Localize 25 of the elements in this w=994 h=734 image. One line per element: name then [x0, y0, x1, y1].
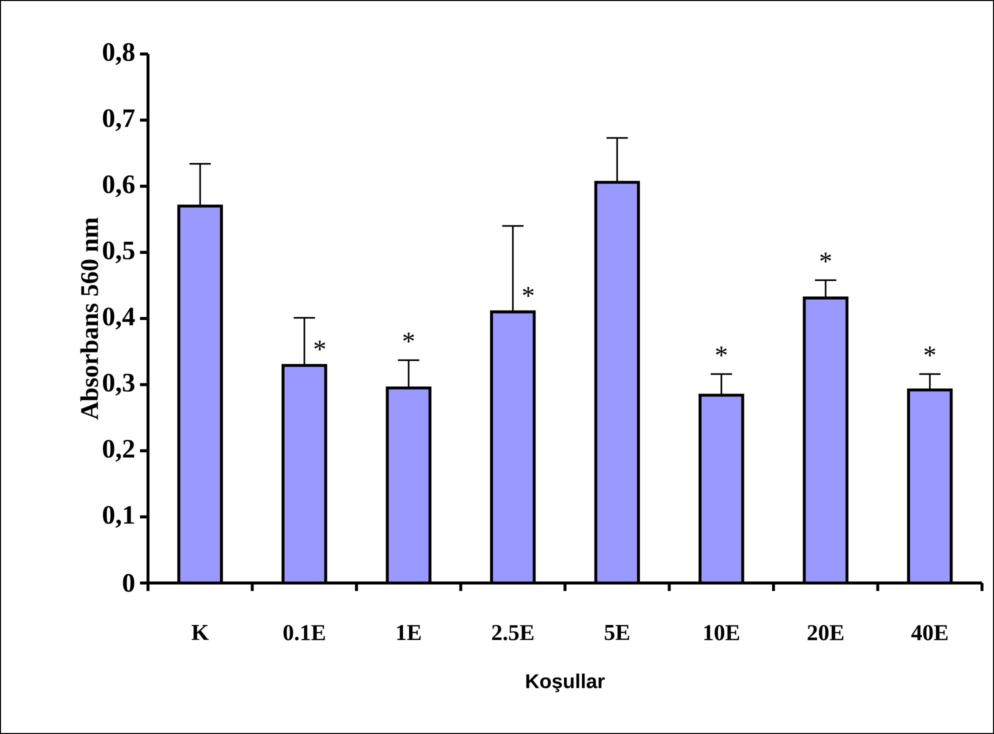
data-label: * [924, 346, 936, 356]
x-tick-label: 1E [397, 625, 421, 640]
x-tick-label: 40E [911, 625, 948, 640]
y-axis-title: Absorbans 560 nm [80, 218, 98, 420]
data-label: * [716, 346, 727, 356]
y-tick-label: 0,2 [102, 440, 134, 462]
y-tick-label: 0,1 [102, 506, 134, 528]
y-tick-label: 0,7 [102, 109, 135, 132]
x-tick-label: 0.1E [284, 625, 325, 640]
data-label: * [314, 340, 326, 350]
y-tick-label: 0,4 [102, 308, 135, 330]
x-tick-label: 10E [704, 625, 740, 640]
x-axis-title: Koşullar [526, 674, 605, 692]
data-label: * [403, 332, 414, 342]
x-tick-label: 2.5E [492, 625, 534, 640]
data-label: * [522, 287, 534, 297]
y-tick-label: 0,6 [102, 175, 135, 198]
data-label: * [820, 252, 832, 262]
y-tick-label: 0,3 [102, 374, 134, 396]
x-tick-label: K [192, 625, 209, 640]
y-tick-label: 0,8 [102, 43, 134, 65]
x-tick-label: 5E [604, 625, 630, 640]
y-tick-label: 0 [122, 574, 134, 592]
y-tick-label: 0,5 [102, 241, 134, 264]
x-tick-label: 20E [808, 625, 844, 640]
